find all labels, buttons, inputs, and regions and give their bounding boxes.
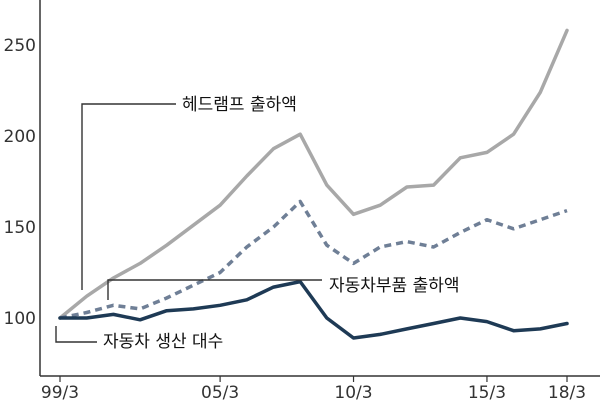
annotation-auto-parts-label: 자동차부품 출하액 [329, 276, 460, 296]
headlamp-series-line [58, 28, 569, 320]
auto-production-leader-line [55, 326, 97, 343]
annotation-headlamp-label: 헤드램프 출하액 [182, 95, 297, 115]
x-tick-label: 15/3 [468, 383, 506, 403]
series-lines [58, 28, 569, 340]
x-tick-labels: 99/3 05/3 10/3 15/3 18/3 [41, 376, 586, 403]
annotation-leader-lines [55, 103, 322, 343]
y-tick-labels: 100 150 200 250 [4, 36, 36, 329]
x-tick-label: 10/3 [334, 383, 372, 403]
y-tick-label: 100 [4, 309, 36, 329]
headlamp-leader-line [81, 103, 176, 290]
auto-parts-series-line [59, 199, 568, 320]
annotation-labels: 헤드램프 출하액 자동차부품 출하액 자동차 생산 대수 [103, 95, 460, 352]
y-tick-label: 200 [4, 127, 36, 147]
x-tick-label: 05/3 [201, 383, 239, 403]
y-tick-label: 150 [4, 218, 36, 238]
x-tick-label: 99/3 [41, 383, 79, 403]
auto-parts-leader-line [107, 279, 322, 300]
y-tick-label: 250 [4, 36, 36, 56]
annotation-auto-production-label: 자동차 생산 대수 [103, 332, 223, 352]
axes [39, 0, 600, 377]
auto-production-series-line [58, 279, 569, 340]
x-tick-label: 18/3 [548, 383, 586, 403]
